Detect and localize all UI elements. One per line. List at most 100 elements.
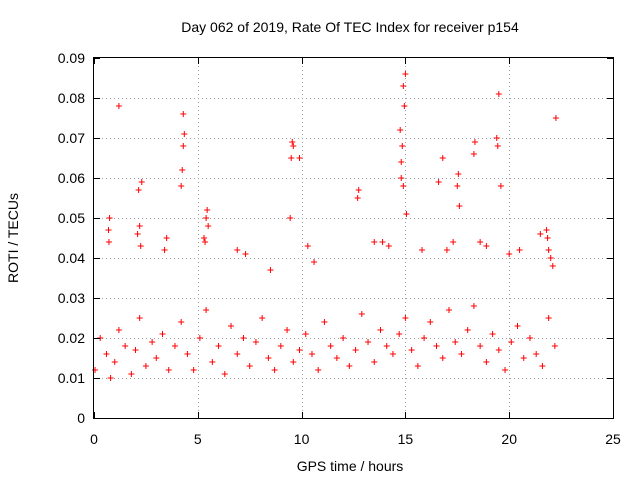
data-point xyxy=(136,223,143,229)
axis-ticks xyxy=(94,58,614,419)
data-point xyxy=(203,307,210,313)
data-point xyxy=(138,179,145,185)
data-point xyxy=(180,111,187,117)
data-point xyxy=(454,183,461,189)
data-point xyxy=(290,143,297,149)
data-point xyxy=(103,351,110,357)
data-point xyxy=(304,243,311,249)
data-point xyxy=(327,343,334,349)
x-tick-label: 10 xyxy=(294,431,310,447)
y-tick-label: 0.05 xyxy=(58,210,85,226)
data-points xyxy=(92,71,559,381)
data-point xyxy=(365,339,372,345)
data-point xyxy=(111,359,118,365)
data-point xyxy=(115,103,122,109)
data-point xyxy=(371,239,378,245)
data-point xyxy=(259,315,266,321)
data-point xyxy=(153,355,160,361)
data-point xyxy=(196,335,203,341)
data-point xyxy=(267,267,274,273)
data-point xyxy=(455,171,462,177)
data-point xyxy=(296,347,303,353)
x-axis-label: GPS time / hours xyxy=(297,458,404,474)
data-point xyxy=(180,143,187,149)
data-point xyxy=(400,83,407,89)
data-point xyxy=(290,359,297,365)
data-point xyxy=(545,315,552,321)
data-point xyxy=(439,355,446,361)
data-point xyxy=(506,251,513,257)
data-point xyxy=(135,187,142,193)
data-point xyxy=(142,363,149,369)
data-point xyxy=(252,339,259,345)
y-tick-label: 0.07 xyxy=(58,130,85,146)
data-point xyxy=(346,363,353,369)
data-point xyxy=(494,143,501,149)
data-point xyxy=(203,215,210,221)
data-point xyxy=(443,247,450,253)
data-point xyxy=(277,343,284,349)
data-point xyxy=(234,247,241,253)
data-point xyxy=(493,135,500,141)
data-point xyxy=(234,351,241,357)
y-tick-label: 0 xyxy=(77,410,85,426)
data-point xyxy=(379,239,386,245)
data-point xyxy=(204,207,211,213)
data-point xyxy=(450,239,457,245)
data-point xyxy=(215,343,222,349)
data-point xyxy=(419,247,426,253)
y-tick-label: 0.06 xyxy=(58,170,85,186)
data-point xyxy=(240,335,247,341)
data-point xyxy=(398,175,405,181)
y-tick-label: 0.04 xyxy=(58,250,85,266)
data-point xyxy=(355,187,362,193)
x-tick-label: 20 xyxy=(501,431,517,447)
data-point xyxy=(221,371,228,377)
data-point xyxy=(163,235,170,241)
data-point xyxy=(401,103,408,109)
data-point xyxy=(165,367,172,373)
y-tick-label: 0.03 xyxy=(58,290,85,306)
data-point xyxy=(427,319,434,325)
data-point xyxy=(400,183,407,189)
data-point xyxy=(435,179,442,185)
data-point xyxy=(408,347,415,353)
data-point xyxy=(421,335,428,341)
data-point xyxy=(377,327,384,333)
data-point xyxy=(289,139,296,145)
data-point xyxy=(311,259,318,265)
x-tick-label: 0 xyxy=(90,431,98,447)
data-point xyxy=(315,367,322,373)
data-point xyxy=(105,239,112,245)
data-point xyxy=(403,211,410,217)
x-tick-label: 25 xyxy=(605,431,621,447)
data-point xyxy=(433,343,440,349)
data-point xyxy=(190,367,197,373)
data-point xyxy=(92,367,99,373)
data-point xyxy=(288,155,295,161)
data-point xyxy=(242,251,249,257)
data-point xyxy=(333,355,340,361)
data-point xyxy=(107,375,114,381)
data-point xyxy=(483,243,490,249)
data-point xyxy=(132,347,139,353)
data-point xyxy=(149,339,156,345)
data-point xyxy=(470,303,477,309)
data-point xyxy=(178,319,185,325)
data-point xyxy=(205,223,212,229)
data-point xyxy=(545,247,552,253)
data-point xyxy=(136,315,143,321)
data-point xyxy=(402,71,409,77)
data-point xyxy=(464,327,471,333)
data-point xyxy=(271,367,278,373)
data-point xyxy=(181,131,188,137)
data-point xyxy=(526,335,533,341)
data-point xyxy=(477,239,484,245)
x-tick-label: 5 xyxy=(194,431,202,447)
data-point xyxy=(439,155,446,161)
data-point xyxy=(352,347,359,353)
x-tick-labels: 0 5 10 15 20 25 xyxy=(90,431,621,447)
data-point xyxy=(497,183,504,189)
y-tick-label: 0.02 xyxy=(58,330,85,346)
y-tick-label: 0.01 xyxy=(58,370,85,386)
